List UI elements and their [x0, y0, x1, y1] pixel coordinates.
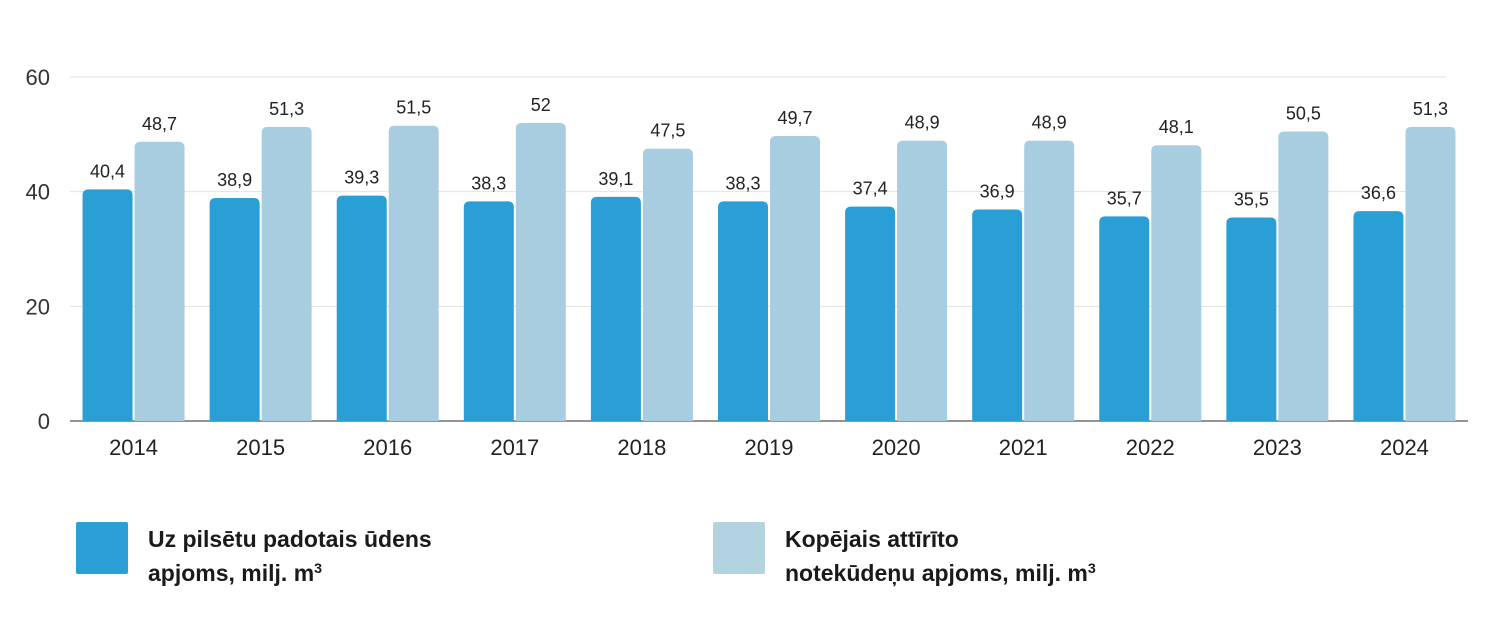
data-label: 48,1	[1159, 117, 1194, 137]
bar-water-supplied	[845, 206, 896, 421]
x-tick-label: 2017	[490, 435, 539, 460]
data-label: 35,7	[1107, 188, 1142, 208]
data-label: 38,3	[725, 173, 760, 193]
y-tick-label: 60	[26, 65, 50, 90]
y-tick-label: 0	[38, 409, 50, 434]
bar-water-supplied	[336, 195, 387, 421]
bar-water-supplied	[209, 197, 260, 421]
legend-swatch-water-supplied	[76, 522, 128, 574]
x-tick-label: 2018	[617, 435, 666, 460]
legend-line-1: Uz pilsētu padotais ūdens	[148, 526, 432, 552]
legend-item-water-supplied: Uz pilsētu padotais ūdens apjoms, milj. …	[76, 522, 432, 590]
data-label: 48,9	[1032, 113, 1067, 133]
data-label: 51,3	[269, 99, 304, 119]
data-label: 36,9	[980, 181, 1015, 201]
bar-water-supplied	[82, 189, 133, 421]
data-label: 39,3	[344, 168, 379, 188]
legend-line-2: apjoms, milj. m	[148, 560, 315, 586]
bar-wastewater-treated	[1278, 131, 1329, 421]
data-label: 37,4	[853, 179, 888, 199]
bar-chart: 0 20 40 60 40,4 48,7 2014 38,9 51,3 2015 39,3 51,5 2…	[26, 65, 1468, 460]
data-label: 36,6	[1361, 183, 1396, 203]
data-label: 50,5	[1286, 103, 1321, 123]
legend-line-2: notekūdeņu apjoms, milj. m	[785, 560, 1088, 586]
data-label: 52	[531, 95, 551, 115]
data-label: 38,3	[471, 173, 506, 193]
data-label: 51,5	[396, 98, 431, 118]
bar-wastewater-treated	[1151, 145, 1202, 421]
bar-wastewater-treated	[897, 140, 948, 421]
data-label: 39,1	[598, 169, 633, 189]
data-label: 48,7	[142, 114, 177, 134]
x-tick-label: 2015	[236, 435, 285, 460]
bar-water-supplied	[972, 209, 1023, 421]
legend-line-1: Kopējais attīrīto	[785, 526, 959, 552]
legend-label-water-supplied: Uz pilsētu padotais ūdens apjoms, milj. …	[148, 522, 432, 590]
x-tick-label: 2024	[1380, 435, 1429, 460]
x-tick-label: 2021	[999, 435, 1048, 460]
data-label: 40,4	[90, 161, 125, 181]
bar-water-supplied	[1353, 211, 1404, 421]
bar-wastewater-treated	[770, 136, 820, 421]
legend-superscript: 3	[1087, 561, 1096, 578]
bar-wastewater-treated	[261, 126, 312, 421]
x-tick-label: 2016	[363, 435, 412, 460]
bar-water-supplied	[1099, 216, 1150, 421]
legend-label-wastewater-treated: Kopējais attīrīto notekūdeņu apjoms, mil…	[785, 522, 1096, 590]
data-label: 51,3	[1413, 99, 1448, 119]
y-tick-label: 40	[26, 180, 50, 205]
data-label: 47,5	[650, 121, 685, 141]
bar-wastewater-treated	[388, 125, 439, 421]
y-tick-label: 20	[26, 294, 50, 319]
bar-water-supplied	[463, 201, 514, 421]
bar-wastewater-treated	[1405, 126, 1456, 421]
x-tick-label: 2014	[109, 435, 158, 460]
data-label: 48,9	[905, 113, 940, 133]
x-tick-label: 2020	[872, 435, 921, 460]
x-tick-label: 2023	[1253, 435, 1302, 460]
legend-swatch-wastewater-treated	[713, 522, 765, 574]
bar-wastewater-treated	[134, 141, 185, 421]
bar-water-supplied	[1226, 217, 1277, 421]
bar-wastewater-treated	[1024, 140, 1075, 421]
data-label: 35,5	[1234, 189, 1269, 209]
bar-wastewater-treated	[515, 122, 566, 421]
legend-item-wastewater-treated: Kopējais attīrīto notekūdeņu apjoms, mil…	[713, 522, 1096, 590]
bar-water-supplied	[718, 201, 768, 421]
x-tick-label: 2022	[1126, 435, 1175, 460]
legend-superscript: 3	[314, 561, 323, 578]
data-label: 49,7	[777, 108, 812, 128]
x-tick-label: 2019	[745, 435, 794, 460]
data-label: 38,9	[217, 170, 252, 190]
bar-wastewater-treated	[642, 148, 693, 421]
bar-water-supplied	[590, 196, 641, 421]
